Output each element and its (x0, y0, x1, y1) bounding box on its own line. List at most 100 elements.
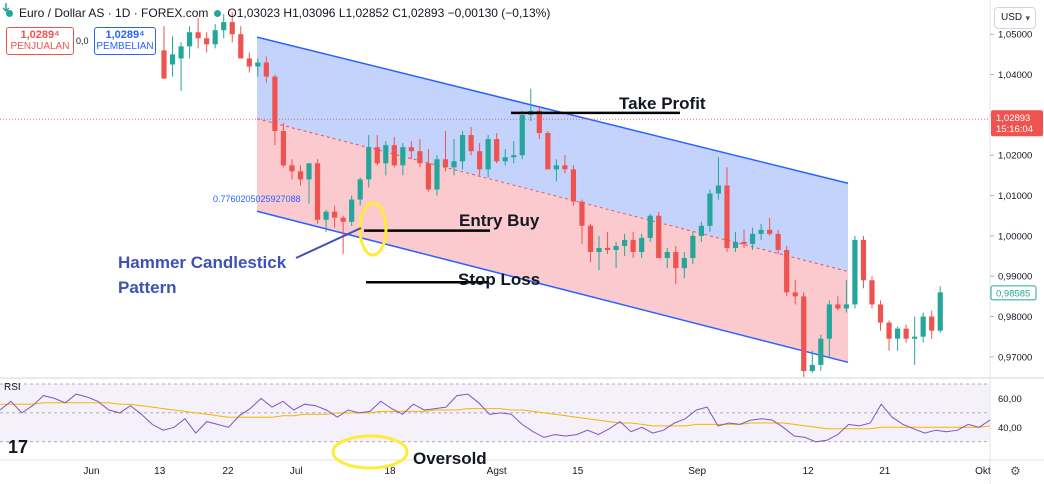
candle-body (391, 145, 397, 166)
candle-body (656, 215, 662, 259)
candle-body (929, 316, 935, 331)
current-price-tag-countdown: 15:16:04 (996, 124, 1033, 135)
candle-body (894, 328, 901, 339)
candle-body (784, 249, 790, 293)
candle-body (767, 229, 773, 234)
candle-body (221, 22, 227, 31)
rsi-label[interactable]: RSI (4, 382, 21, 393)
candle-body (903, 328, 909, 339)
channel-value-label: 0.7760205025927088 (213, 194, 301, 204)
nav-arrow-icon[interactable] (1, 2, 11, 12)
sell-label: PENJUALAN (10, 41, 70, 52)
buy-button[interactable]: 1,0289⁴ PEMBELIAN (94, 27, 156, 55)
time-tick-label: 18 (384, 466, 396, 477)
current-price-tag (991, 110, 1043, 137)
candle-body (732, 241, 739, 248)
candle-body (204, 38, 210, 45)
current-price-tag-value: 1,02893 (996, 113, 1030, 124)
channel-lower-fill (257, 118, 848, 363)
buy-label: PEMBELIAN (96, 41, 154, 52)
candle-body (852, 239, 858, 305)
candle-body (869, 280, 875, 305)
time-tick-label: Jun (83, 466, 99, 477)
candle-body (366, 147, 372, 180)
candle-body (715, 185, 722, 194)
sell-price: 1,0289⁴ (20, 29, 60, 41)
oversold-label: Oversold (413, 449, 487, 468)
candle-body (647, 215, 653, 238)
candle-body (587, 225, 594, 253)
time-tick-label: Jul (290, 466, 303, 477)
market-status-icon (6, 9, 13, 17)
currency-dropdown[interactable]: USD (994, 7, 1036, 29)
rsi-pane (0, 383, 991, 443)
take-profit-label: Take Profit (619, 94, 706, 113)
rsi-tick-label: 40,00 (998, 423, 1022, 434)
candle-body (502, 157, 508, 162)
candle-body (758, 229, 764, 234)
candle-body (263, 62, 269, 77)
entry-buy-label: Entry Buy (459, 211, 540, 230)
candle-body (860, 239, 867, 281)
time-tick-label: 21 (879, 466, 891, 477)
candle-body (425, 163, 432, 190)
candle-body (340, 217, 346, 222)
secondary-price-tag-value: 0,98585 (996, 288, 1030, 299)
candle-body (562, 165, 568, 170)
sell-button[interactable]: 1,0289⁴ PENJUALAN (6, 27, 74, 55)
candle-body (332, 211, 338, 218)
regression-channel (0, 36, 990, 364)
time-tick-label: Okt (975, 466, 991, 477)
candle-body (169, 54, 176, 65)
candle-body (553, 165, 559, 170)
time-tick-label: Agst (487, 466, 507, 477)
channel-lower-line (256, 210, 849, 364)
candle-body (434, 159, 440, 190)
hammer-label-line2: Pattern (118, 278, 177, 297)
candle-body (442, 159, 449, 168)
candle-body (920, 316, 926, 337)
candle-body (468, 135, 474, 152)
candle-body (400, 147, 406, 166)
candle-body (579, 201, 585, 226)
oversold-highlight-circle (331, 434, 409, 470)
price-axis[interactable]: 1,050001,040001,030001,020001,010001,000… (990, 30, 1043, 434)
candle-body (459, 135, 466, 162)
price-tick-label: 1,05000 (998, 30, 1032, 41)
price-tick-label: 1,01000 (998, 191, 1032, 202)
candle-body (622, 239, 628, 246)
hammer-pointer-line (295, 227, 362, 259)
price-tick-label: 0,98000 (998, 312, 1032, 323)
candle-body (485, 139, 491, 170)
candle-body (195, 32, 201, 39)
symbol-title[interactable]: Euro / Dollar AS · 1D · FOREX.com (19, 6, 209, 20)
candles (161, 12, 943, 378)
candle-body (186, 32, 193, 47)
candle-body (477, 151, 483, 170)
candle-body (545, 133, 551, 170)
candle-body (604, 247, 611, 250)
annotation-shapes (295, 201, 409, 470)
candle-body (630, 239, 636, 253)
candle-body (877, 304, 884, 323)
time-axis[interactable]: Jun 13 22 Jul 18 Agst 15 Sep 12 21 Okt (83, 466, 990, 477)
time-tick-label: 22 (222, 466, 234, 477)
candle-body (724, 185, 730, 248)
tradingview-logo-icon[interactable]: 17 (8, 437, 29, 457)
settings-icon[interactable]: ⚙ (1010, 464, 1021, 478)
time-tick-label: Sep (688, 466, 706, 477)
candle-body (596, 247, 602, 253)
time-tick-label: 12 (802, 466, 814, 477)
candle-body (886, 322, 892, 339)
candle-body (383, 145, 389, 164)
time-tick-label: 13 (154, 466, 166, 477)
channel-upper-line (256, 36, 849, 185)
candle-body (707, 193, 713, 226)
candle-body (741, 241, 747, 244)
candle-body (323, 211, 329, 220)
ohlc-values: O1,03023 H1,03096 L1,02852 C1,02893 −0,0… (227, 6, 551, 20)
candle-body (826, 304, 832, 339)
candle-body (451, 161, 457, 168)
candle-body (349, 199, 355, 222)
